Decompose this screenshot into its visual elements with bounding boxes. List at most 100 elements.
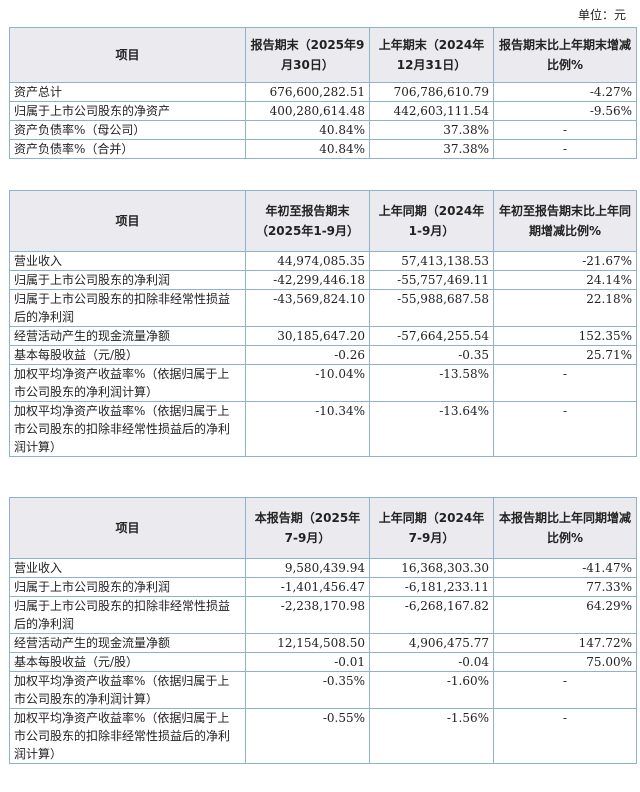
table-row: 归属于上市公司股东的净利润 -42,299,446.18 -55,757,469.1… (9, 270, 637, 290)
quarter-table: 项目 本报告期（2025年7-9月） 上年同期（2024年7-9月） 本报告期比上年同… (9, 497, 637, 764)
column-header: 本报告期比上年同期增减比例% (493, 497, 637, 559)
row-label: 资产负债率%（合并） (9, 139, 246, 159)
table-row: 营业收入 44,974,085.35 57,413,138.53 -21.67% (9, 251, 637, 271)
row-label: 归属于上市公司股东的净利润 (9, 270, 246, 290)
table-row: 资产总计 676,600,282.51 706,786,610.79 -4.27% (9, 82, 637, 102)
cell-value: 152.35% (493, 326, 637, 346)
cell-value: 64.29% (493, 596, 637, 634)
cell-value: -13.58% (369, 364, 494, 402)
table-row: 归属于上市公司股东的扣除非经常性损益后的净利润 -2,238,170.98 -6,2… (9, 596, 637, 634)
row-label: 归属于上市公司股东的净资产 (9, 101, 246, 121)
cell-value: 400,280,614.48 (245, 101, 370, 121)
cell-value: 77.33% (493, 577, 637, 597)
column-header: 上年期末（2024年12月31日） (369, 27, 494, 83)
column-header: 项目 (9, 497, 246, 559)
header-row: 项目 年初至报告期末（2025年1-9月） 上年同期（2024年1-9月） 年初至报告… (9, 190, 637, 252)
row-label: 加权平均净资产收益率%（依据归属于上市公司股东的净利润计算） (9, 364, 246, 402)
cell-value: - (493, 139, 637, 159)
cell-value: -21.67% (493, 251, 637, 271)
table-row: 加权平均净资产收益率%（依据归属于上市公司股东的扣除非经常性损益后的净利润计算）… (9, 401, 637, 457)
table-row: 归属于上市公司股东的扣除非经常性损益后的净利润 -43,569,824.10 -55… (9, 289, 637, 327)
row-label: 资产总计 (9, 82, 246, 102)
cell-value: 40.84% (245, 139, 370, 159)
cell-value: 706,786,610.79 (369, 82, 494, 102)
cell-value: - (493, 708, 637, 764)
row-label: 经营活动产生的现金流量净额 (9, 326, 246, 346)
cell-value: -10.34% (245, 401, 370, 457)
cell-value: -42,299,446.18 (245, 270, 370, 290)
cell-value: -0.55% (245, 708, 370, 764)
cell-value: 22.18% (493, 289, 637, 327)
row-label: 营业收入 (9, 558, 246, 578)
table-row: 加权平均净资产收益率%（依据归属于上市公司股东的净利润计算） -10.04% -13… (9, 364, 637, 402)
column-header: 本报告期（2025年7-9月） (245, 497, 370, 559)
unit-label: 单位：元 (577, 8, 626, 22)
cell-value: -6,181,233.11 (369, 577, 494, 597)
cell-value: -0.04 (369, 652, 494, 672)
cell-value: -1,401,456.47 (245, 577, 370, 597)
cell-value: -4.27% (493, 82, 637, 102)
cell-value: 37.38% (369, 139, 494, 159)
row-label: 归属于上市公司股东的扣除非经常性损益后的净利润 (9, 289, 246, 327)
table-row: 归属于上市公司股东的净资产 400,280,614.48 442,603,111.5… (9, 101, 637, 121)
cell-value: 30,185,647.20 (245, 326, 370, 346)
cell-value: -6,268,167.82 (369, 596, 494, 634)
cell-value: - (493, 364, 637, 402)
cell-value: -0.26 (245, 345, 370, 365)
column-header: 报告期末比上年期末增减比例% (493, 27, 637, 83)
row-label: 基本每股收益（元/股） (9, 345, 246, 365)
table-row: 经营活动产生的现金流量净额 12,154,508.50 4,906,475.77 14… (9, 633, 637, 653)
row-label: 加权平均净资产收益率%（依据归属于上市公司股东的扣除非经常性损益后的净利润计算） (9, 708, 246, 764)
table-row: 资产负债率%（母公司） 40.84% 37.38% - (9, 120, 637, 140)
row-label: 加权平均净资产收益率%（依据归属于上市公司股东的扣除非经常性损益后的净利润计算） (9, 401, 246, 457)
column-header: 上年同期（2024年7-9月） (369, 497, 494, 559)
cell-value: 16,368,303.30 (369, 558, 494, 578)
table-row: 资产负债率%（合并） 40.84% 37.38% - (9, 139, 637, 159)
cell-value: -1.60% (369, 671, 494, 709)
cell-value: 12,154,508.50 (245, 633, 370, 653)
column-header: 项目 (9, 27, 246, 83)
column-header: 报告期末（2025年9月30日） (245, 27, 370, 83)
balance-table: 项目 报告期末（2025年9月30日） 上年期末（2024年12月31日） 报告期末比… (9, 27, 637, 159)
column-header: 项目 (9, 190, 246, 252)
cell-value: 24.14% (493, 270, 637, 290)
cell-value: 147.72% (493, 633, 637, 653)
cell-value: -10.04% (245, 364, 370, 402)
cell-value: -2,238,170.98 (245, 596, 370, 634)
cell-value: -55,988,687.58 (369, 289, 494, 327)
cell-value: - (493, 120, 637, 140)
table-row: 基本每股收益（元/股） -0.01 -0.04 75.00% (9, 652, 637, 672)
cell-value: 37.38% (369, 120, 494, 140)
cell-value: 442,603,111.54 (369, 101, 494, 121)
cell-value: - (493, 671, 637, 709)
cell-value: 676,600,282.51 (245, 82, 370, 102)
cell-value: -0.01 (245, 652, 370, 672)
table-row: 归属于上市公司股东的净利润 -1,401,456.47 -6,181,233.11 7… (9, 577, 637, 597)
row-label: 加权平均净资产收益率%（依据归属于上市公司股东的净利润计算） (9, 671, 246, 709)
table-row: 加权平均净资产收益率%（依据归属于上市公司股东的净利润计算） -0.35% -1.6… (9, 671, 637, 709)
row-label: 营业收入 (9, 251, 246, 271)
cell-value: -9.56% (493, 101, 637, 121)
cell-value: 44,974,085.35 (245, 251, 370, 271)
cell-value: -43,569,824.10 (245, 289, 370, 327)
cell-value: -1.56% (369, 708, 494, 764)
row-label: 归属于上市公司股东的净利润 (9, 577, 246, 597)
cell-value: -0.35% (245, 671, 370, 709)
cell-value: -55,757,469.11 (369, 270, 494, 290)
row-label: 归属于上市公司股东的扣除非经常性损益后的净利润 (9, 596, 246, 634)
cell-value: - (493, 401, 637, 457)
cell-value: 75.00% (493, 652, 637, 672)
cell-value: 40.84% (245, 120, 370, 140)
column-header: 年初至报告期末比上年同期增减比例% (493, 190, 637, 252)
cell-value: 25.71% (493, 345, 637, 365)
table-row: 基本每股收益（元/股） -0.26 -0.35 25.71% (9, 345, 637, 365)
header-row: 项目 本报告期（2025年7-9月） 上年同期（2024年7-9月） 本报告期比上年同… (9, 497, 637, 559)
cell-value: 9,580,439.94 (245, 558, 370, 578)
column-header: 年初至报告期末（2025年1-9月） (245, 190, 370, 252)
cell-value: 4,906,475.77 (369, 633, 494, 653)
cell-value: 57,413,138.53 (369, 251, 494, 271)
table-row: 营业收入 9,580,439.94 16,368,303.30 -41.47% (9, 558, 637, 578)
row-label: 基本每股收益（元/股） (9, 652, 246, 672)
header-row: 项目 报告期末（2025年9月30日） 上年期末（2024年12月31日） 报告期末比… (9, 27, 637, 83)
cell-value: -41.47% (493, 558, 637, 578)
